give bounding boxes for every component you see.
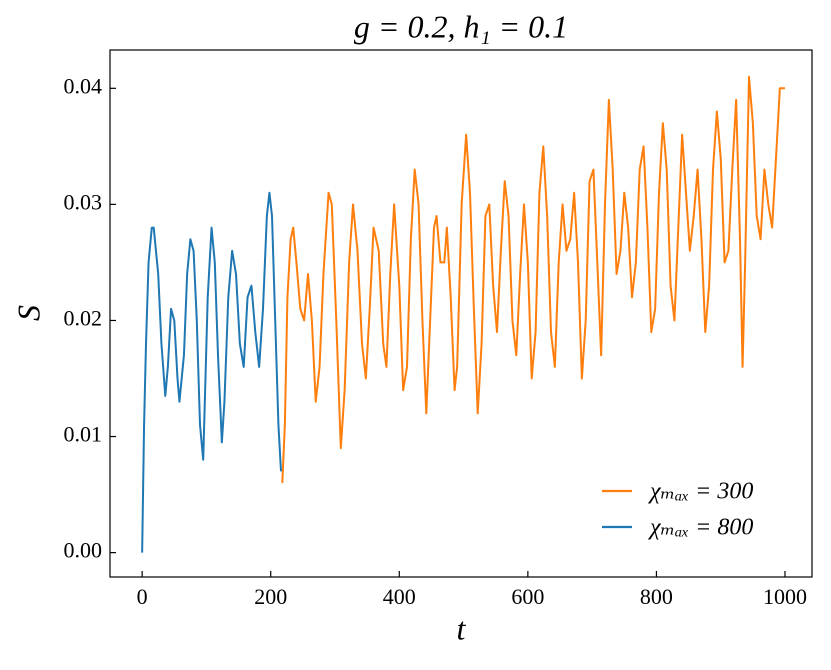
x-tick-label: 0 [137,584,148,609]
series-line [281,75,785,484]
y-tick-label: 0.04 [64,73,103,98]
series-line [141,191,282,553]
x-tick-label: 200 [254,584,287,609]
y-tick-label: 0.00 [64,538,103,563]
legend-label: χₘₐₓ = 300 [648,479,753,505]
plot-frame [109,49,813,578]
y-axis-label: S [10,305,46,321]
y-tick-label: 0.02 [64,306,103,331]
x-tick-label: 1000 [763,584,807,609]
legend-label: χₘₐₓ = 800 [648,515,753,541]
x-axis-label: t [457,610,467,646]
y-tick-label: 0.01 [64,422,103,447]
x-tick-label: 800 [640,584,673,609]
chart-title: g = 0.2, h₁ = 0.1 [354,8,568,44]
x-tick-label: 600 [511,584,544,609]
y-tick-label: 0.03 [64,189,103,214]
x-tick-label: 400 [383,584,416,609]
